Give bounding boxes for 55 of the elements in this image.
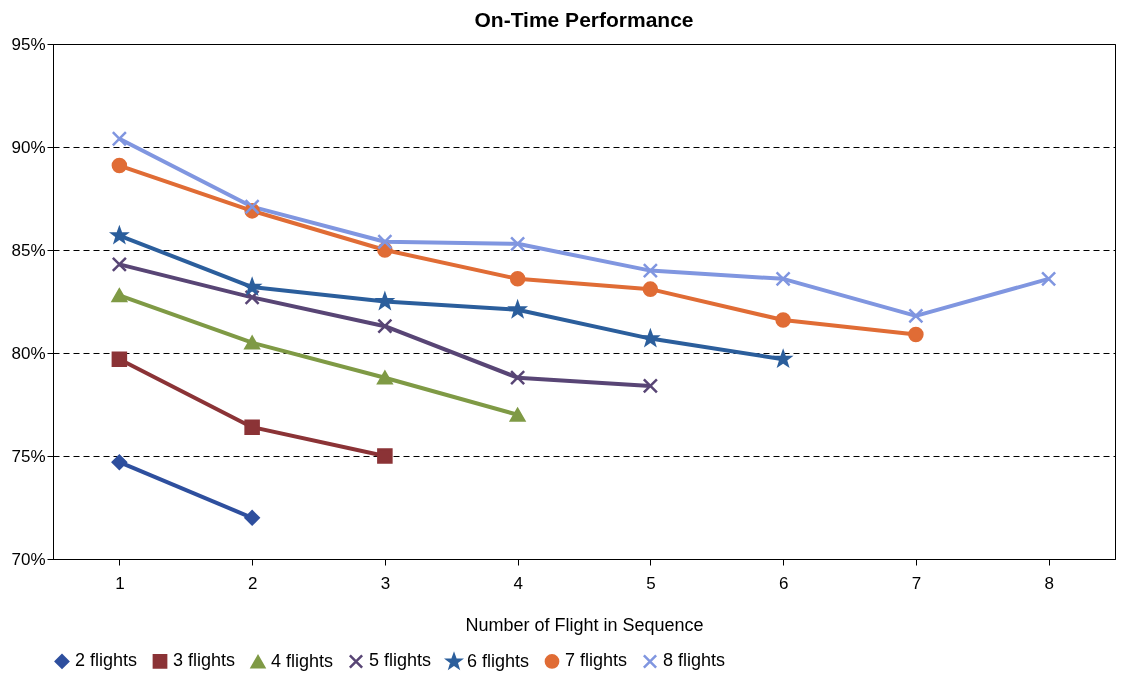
legend-label: 2 flights <box>75 650 138 671</box>
point <box>244 289 260 306</box>
point <box>377 448 393 464</box>
y-tick-label: 70% <box>11 549 46 569</box>
y-tick-label: 85% <box>11 240 46 260</box>
y-tick-label: 75% <box>11 446 46 466</box>
point <box>509 369 526 386</box>
point <box>111 351 128 367</box>
legend-label: 7 flights <box>565 650 628 671</box>
point <box>509 407 526 422</box>
point <box>509 271 526 287</box>
point <box>509 236 526 252</box>
legend-label: 8 flights <box>663 650 726 671</box>
point <box>642 262 659 279</box>
point <box>377 318 393 334</box>
point <box>109 225 130 245</box>
x-tick-label: 5 <box>646 573 656 593</box>
legend-label: 4 flights <box>271 650 334 671</box>
point <box>1040 271 1057 287</box>
legend-label: 3 flights <box>173 650 236 671</box>
point <box>773 348 794 368</box>
x-axis-title: Number of Flight in Sequence <box>465 614 704 635</box>
point <box>111 288 128 303</box>
point <box>244 510 260 526</box>
x-tick-label: 7 <box>911 573 922 593</box>
x-tick-label: 4 <box>513 573 523 593</box>
x-tick-label: 6 <box>778 573 789 593</box>
x-tick-label: 1 <box>115 573 125 593</box>
chart-title: On-Time Performance <box>474 8 694 31</box>
y-tick-label: 90% <box>11 137 46 157</box>
point <box>244 335 260 350</box>
y-tick-label: 95% <box>11 34 46 54</box>
point <box>642 281 659 297</box>
point <box>111 130 128 147</box>
point <box>642 378 659 394</box>
point <box>377 233 393 250</box>
x-tick-label: 3 <box>380 573 391 593</box>
legend-label: 6 flights <box>467 650 530 671</box>
y-tick-label: 80% <box>11 343 46 363</box>
point <box>111 454 128 470</box>
point <box>908 326 924 343</box>
legend-label: 5 flights <box>369 650 432 671</box>
point <box>642 328 661 348</box>
point <box>908 308 924 324</box>
point <box>507 299 528 319</box>
point <box>244 276 263 296</box>
point <box>775 271 791 287</box>
point <box>377 370 393 385</box>
point <box>244 198 260 215</box>
x-tick-label: 8 <box>1044 573 1054 593</box>
point <box>244 419 260 435</box>
point <box>775 312 791 328</box>
x-tick-label: 2 <box>247 573 258 593</box>
point <box>111 256 128 273</box>
point <box>111 157 128 174</box>
